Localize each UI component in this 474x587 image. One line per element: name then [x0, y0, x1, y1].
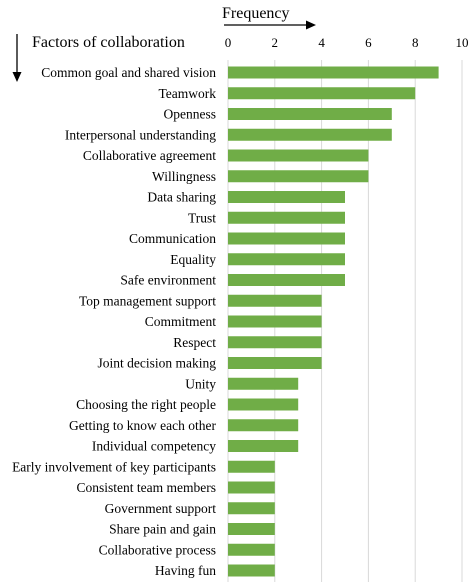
category-label: Respect — [173, 335, 216, 350]
bar — [228, 315, 322, 328]
x-tick-label: 10 — [456, 35, 469, 50]
category-label: Share pain and gain — [109, 522, 216, 537]
bar — [228, 170, 369, 183]
x-tick-labels: 0 2 4 6 8 10 — [225, 35, 469, 50]
x-axis-arrow-icon — [224, 20, 316, 30]
category-label: Safe environment — [120, 273, 216, 288]
y-axis-title: Factors of collaboration — [32, 34, 185, 51]
bar — [228, 523, 275, 535]
category-label: Getting to know each other — [69, 418, 216, 433]
category-label: Joint decision making — [98, 356, 217, 371]
category-label: Willingness — [152, 169, 216, 184]
bar — [228, 191, 345, 203]
bar — [228, 460, 275, 473]
x-axis-title: Frequency — [222, 5, 290, 22]
category-label: Government support — [105, 501, 217, 516]
bar — [228, 336, 322, 349]
y-axis-arrow-icon — [12, 34, 22, 82]
category-label: Commitment — [145, 314, 217, 329]
x-tick-label: 8 — [412, 35, 419, 50]
category-label: Having fun — [155, 563, 216, 578]
category-label: Unity — [185, 376, 216, 391]
bar — [228, 128, 392, 141]
category-label: Individual competency — [92, 439, 216, 454]
bar — [228, 481, 275, 494]
x-tick-label: 6 — [365, 35, 372, 50]
category-label: Teamwork — [158, 86, 216, 101]
category-label: Collaborative agreement — [83, 148, 216, 163]
bar — [228, 211, 345, 224]
bar — [228, 253, 345, 266]
bar — [228, 440, 299, 452]
bar — [228, 377, 299, 390]
category-label: Choosing the right people — [76, 397, 216, 412]
bar — [228, 502, 275, 515]
bar — [228, 232, 345, 245]
category-label: Top management support — [79, 293, 216, 308]
bar — [228, 564, 275, 577]
category-labels: Common goal and shared vision Teamwork Ope… — [12, 65, 216, 578]
bar — [228, 108, 392, 120]
bar — [228, 274, 345, 286]
x-tick-label: 4 — [318, 35, 325, 50]
category-label: Consistent team members — [77, 480, 216, 495]
bar — [228, 294, 322, 307]
bar — [228, 149, 369, 162]
x-tick-label: 2 — [272, 35, 279, 50]
category-label: Equality — [170, 252, 216, 267]
bars — [228, 66, 439, 577]
category-label: Interpersonal understanding — [65, 127, 216, 142]
category-label: Openness — [164, 107, 217, 122]
category-label: Collaborative process — [99, 542, 216, 557]
category-label: Trust — [188, 210, 216, 225]
category-label: Communication — [129, 231, 216, 246]
bar — [228, 419, 299, 432]
bar — [228, 66, 439, 79]
bar — [228, 543, 275, 556]
category-label: Common goal and shared vision — [41, 65, 216, 80]
bar — [228, 87, 416, 100]
x-tick-label: 0 — [225, 35, 232, 50]
category-label: Data sharing — [147, 190, 216, 205]
bar — [228, 357, 322, 369]
bar — [228, 398, 299, 411]
category-label: Early involvement of key participants — [12, 459, 216, 474]
